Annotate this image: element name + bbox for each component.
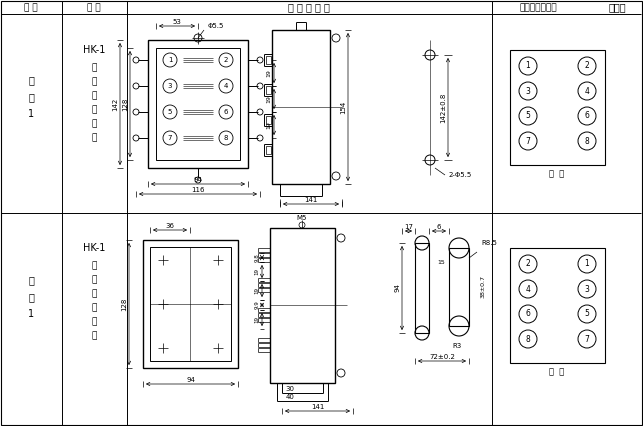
Bar (150, 247, 231, 361)
Text: 图: 图 (28, 292, 34, 302)
Text: 19: 19 (266, 121, 271, 129)
Text: Φ5.5: Φ5.5 (208, 23, 224, 29)
Text: 线: 线 (91, 133, 96, 143)
Text: 7: 7 (525, 136, 530, 146)
Text: 36: 36 (165, 223, 174, 229)
Text: 2: 2 (224, 57, 228, 63)
Bar (415, 243, 429, 333)
Text: HK-1: HK-1 (83, 243, 105, 253)
Text: 141: 141 (311, 404, 324, 410)
Bar (266, 56, 271, 64)
Text: 19: 19 (266, 95, 271, 103)
Text: 19: 19 (255, 268, 260, 275)
Bar (266, 86, 271, 94)
Text: 3: 3 (584, 285, 590, 294)
Text: 7: 7 (168, 135, 172, 141)
Text: 17: 17 (404, 224, 413, 230)
Text: 30: 30 (285, 386, 294, 392)
Text: 15: 15 (437, 261, 445, 265)
Text: 5: 5 (584, 310, 590, 319)
Text: 19: 19 (255, 316, 260, 323)
Text: 38±0.7: 38±0.7 (480, 276, 485, 299)
Text: 接: 接 (91, 120, 96, 129)
Bar (510, 50, 605, 165)
Text: 4: 4 (224, 83, 228, 89)
Bar (156, 48, 240, 160)
Text: 40: 40 (285, 394, 294, 400)
Text: 94: 94 (186, 377, 195, 383)
Text: 19: 19 (255, 287, 260, 294)
Bar (272, 30, 330, 184)
Text: 6: 6 (584, 112, 590, 121)
Text: 128: 128 (121, 297, 127, 311)
Text: 凸: 凸 (91, 63, 96, 72)
Text: 前  视: 前 视 (549, 170, 565, 178)
Text: 142±0.8: 142±0.8 (440, 92, 446, 123)
Bar (270, 228, 335, 383)
Text: 出: 出 (91, 276, 96, 285)
Text: 94: 94 (394, 284, 400, 292)
Text: 5: 5 (525, 112, 530, 121)
Bar (510, 248, 605, 363)
Text: 凸: 凸 (91, 262, 96, 271)
Text: 3: 3 (168, 83, 172, 89)
Text: 图 号: 图 号 (24, 3, 38, 12)
Text: 2: 2 (525, 259, 530, 268)
Text: 6: 6 (437, 224, 441, 230)
Text: 1: 1 (525, 61, 530, 70)
Text: 1: 1 (584, 259, 590, 268)
Text: 8: 8 (525, 334, 530, 343)
Text: 结 构: 结 构 (87, 3, 101, 12)
Text: R3: R3 (453, 343, 462, 349)
Text: 6: 6 (525, 310, 530, 319)
Text: 141: 141 (304, 197, 318, 203)
Text: 9.8: 9.8 (255, 253, 260, 262)
Text: 8: 8 (224, 135, 228, 141)
Text: 116: 116 (191, 187, 204, 193)
Text: M5: M5 (297, 215, 307, 221)
Text: 154: 154 (340, 101, 346, 114)
Text: 安装开孔尺寸图: 安装开孔尺寸图 (519, 3, 557, 12)
Text: 1: 1 (28, 309, 34, 319)
Text: 后: 后 (91, 303, 96, 313)
Bar (148, 40, 248, 168)
Text: 4: 4 (525, 285, 530, 294)
Text: 2: 2 (584, 61, 590, 70)
Text: 94: 94 (194, 177, 203, 183)
Bar (266, 146, 271, 154)
Bar (143, 240, 238, 368)
Text: 5: 5 (168, 109, 172, 115)
Bar (266, 116, 271, 124)
Text: 图: 图 (28, 92, 34, 102)
Text: 附: 附 (28, 275, 34, 285)
Text: 4: 4 (584, 86, 590, 95)
Text: 8: 8 (584, 136, 590, 146)
Text: 出: 出 (91, 78, 96, 86)
Text: 接: 接 (91, 317, 96, 326)
Text: 9.9: 9.9 (255, 301, 260, 309)
Text: 附: 附 (28, 75, 34, 85)
Text: 128: 128 (122, 97, 128, 111)
Text: 1: 1 (28, 109, 34, 119)
Text: 外 形 尺 寸 图: 外 形 尺 寸 图 (288, 3, 330, 12)
Text: 式: 式 (91, 290, 96, 299)
Text: 72±0.2: 72±0.2 (429, 354, 455, 360)
Text: 前: 前 (91, 106, 96, 115)
Text: 19: 19 (266, 69, 271, 77)
Text: HK-1: HK-1 (83, 45, 105, 55)
Text: 端子图: 端子图 (608, 3, 626, 12)
Bar (449, 248, 469, 326)
Text: R8.5: R8.5 (481, 240, 497, 246)
Text: 7: 7 (584, 334, 590, 343)
Text: 2-Φ5.5: 2-Φ5.5 (448, 172, 471, 178)
Text: 6: 6 (224, 109, 228, 115)
Text: 线: 线 (91, 331, 96, 340)
Text: 式: 式 (91, 92, 96, 101)
Text: 1: 1 (168, 57, 172, 63)
Text: 142: 142 (112, 98, 118, 111)
Text: 3: 3 (525, 86, 530, 95)
Text: 53: 53 (172, 19, 181, 25)
Text: 背  视: 背 视 (549, 368, 565, 377)
